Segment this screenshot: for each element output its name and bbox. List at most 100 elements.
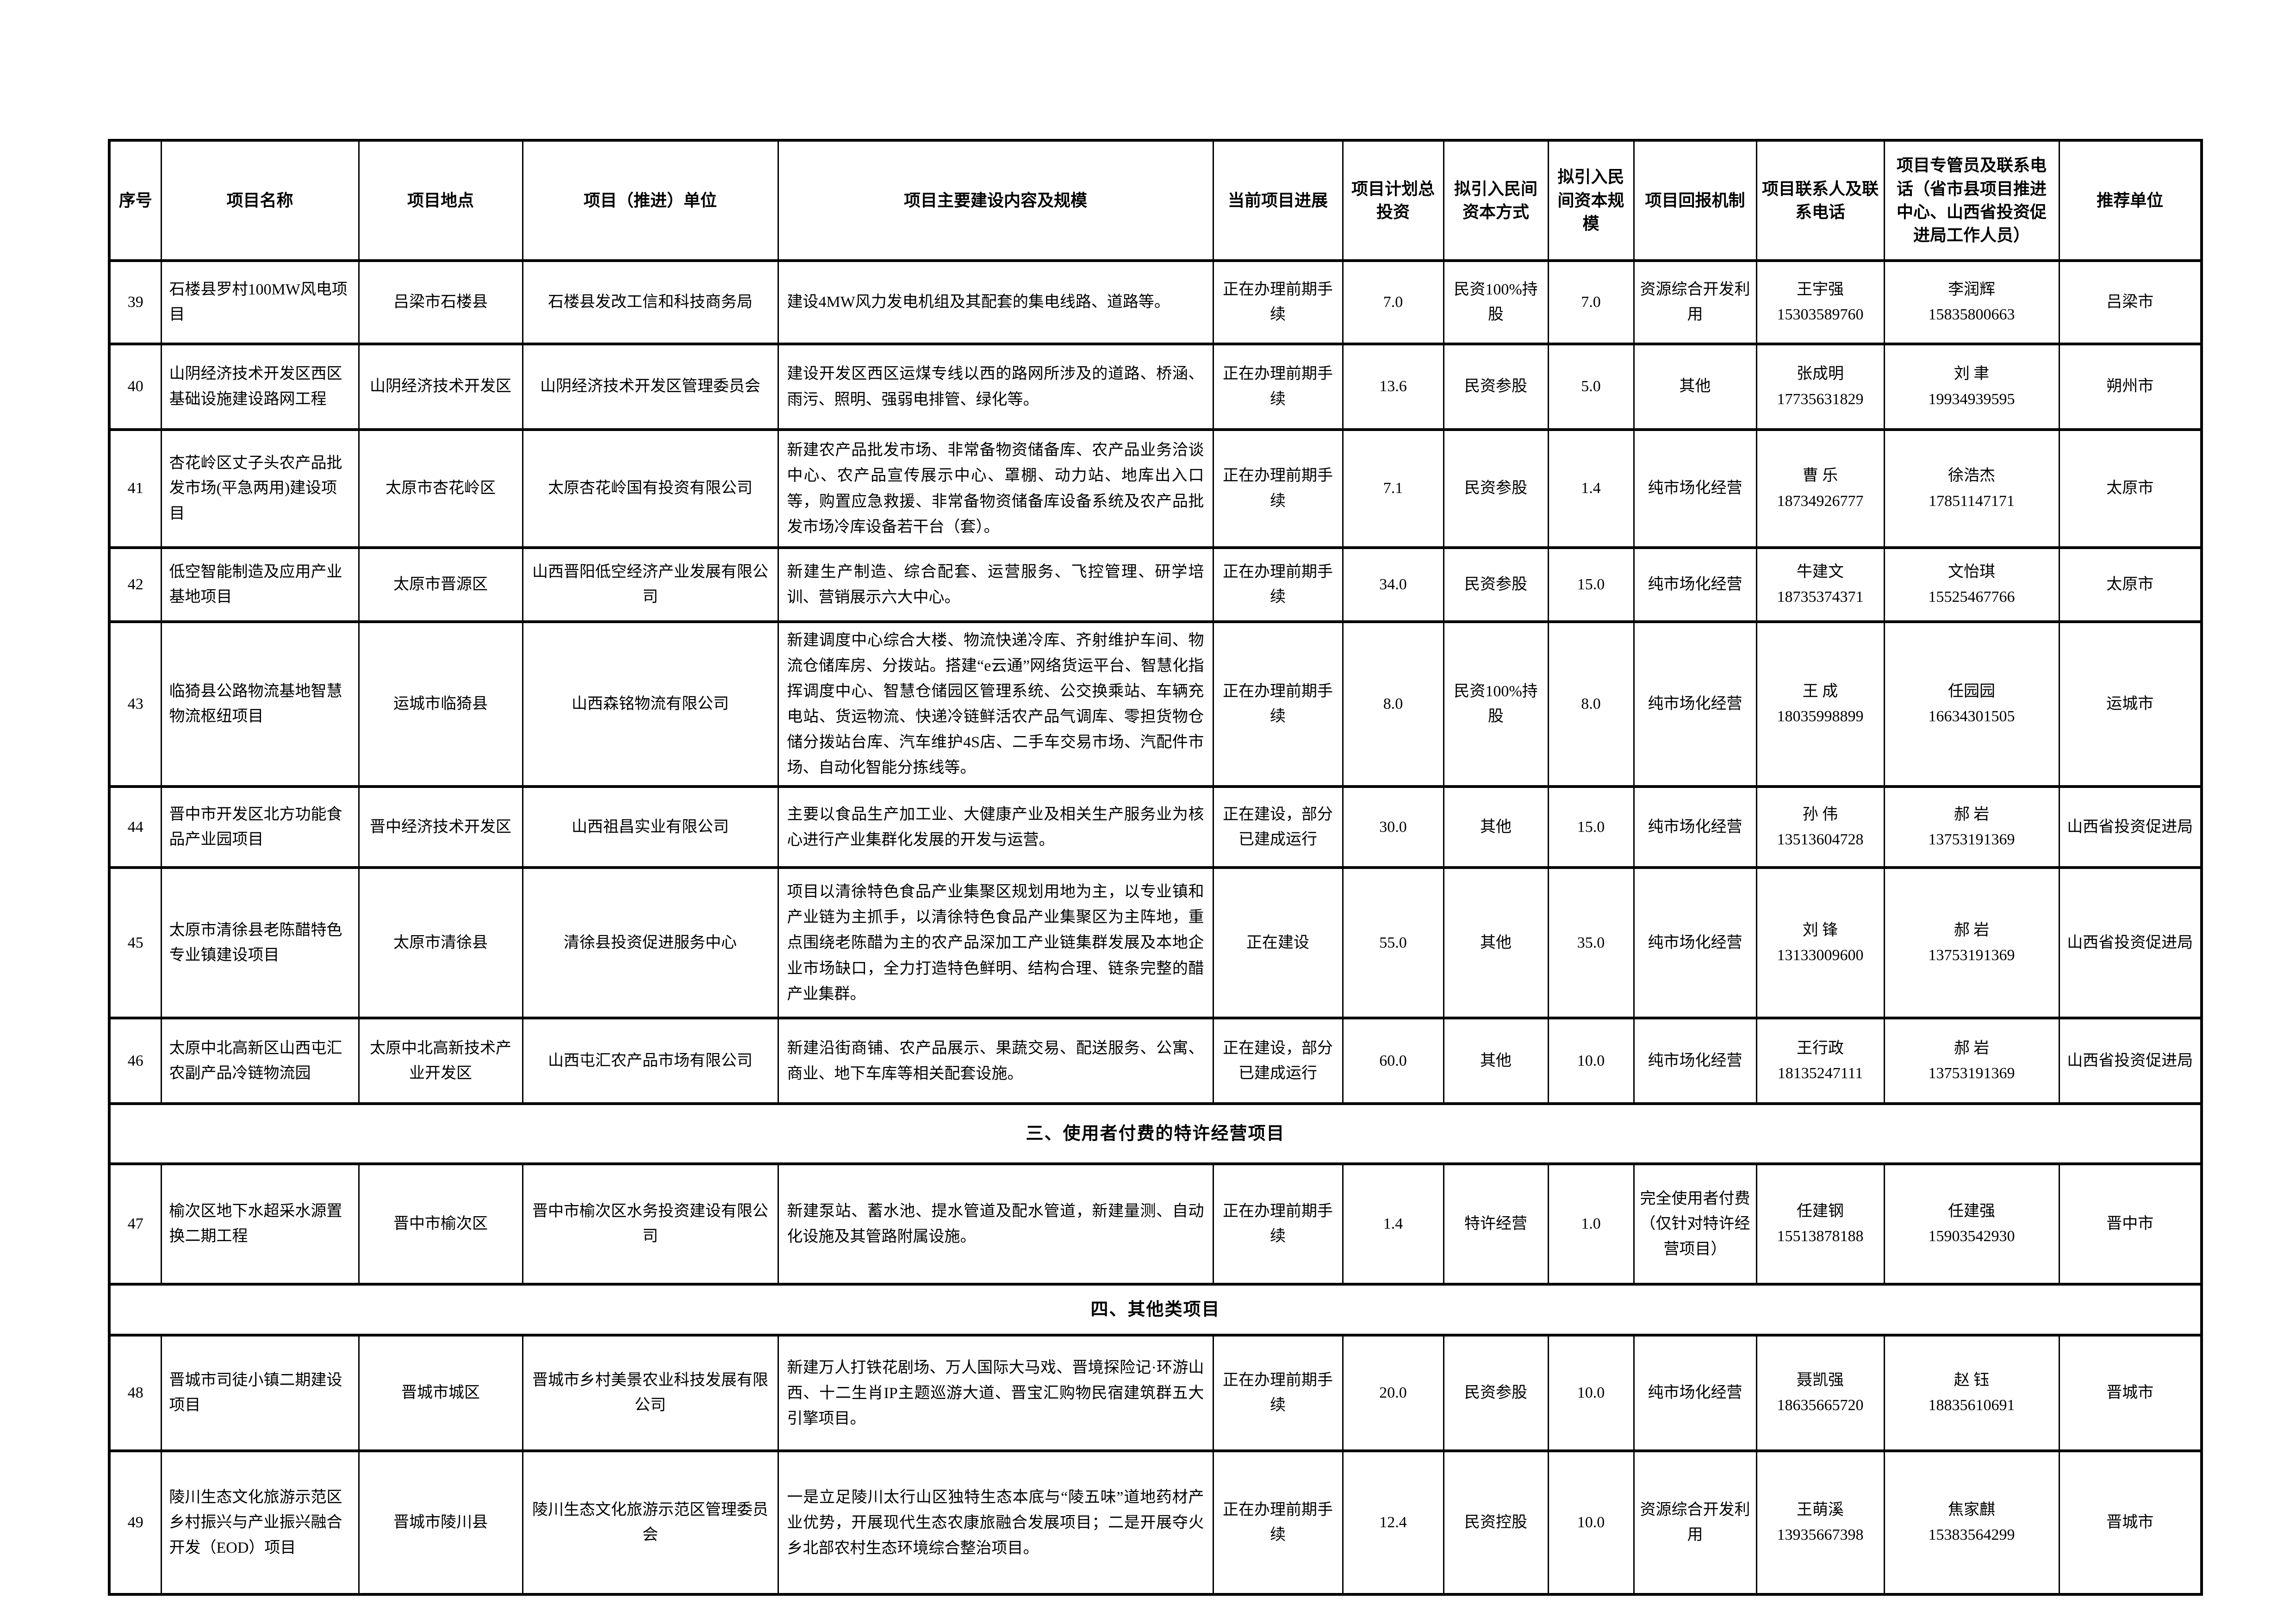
cell-mechanism: 纯市场化经营	[1633, 1017, 1757, 1106]
cell-capital-method: 民资参股	[1443, 428, 1549, 549]
cell-investment: 55.0	[1342, 866, 1444, 1020]
header-row: 序号 项目名称 项目地点 项目（推进）单位 项目主要建设内容及规模 当前项目进展 项目计划总…	[108, 139, 2203, 262]
cell-capital-scale: 10.0	[1547, 1017, 1635, 1106]
contact-name: 王萌溪	[1797, 1501, 1844, 1519]
cell-manager: 刘 聿 19934939595	[1883, 343, 2060, 431]
cell-location: 太原市杏花岭区	[358, 428, 523, 549]
table-row: 42 低空智能制造及应用产业基地项目 太原市晋源区 山西晋阳低空经济产业发展有限公司新…	[108, 546, 2203, 623]
manager-phone: 15903542930	[1928, 1228, 2015, 1245]
cell-capital-scale: 1.0	[1547, 1162, 1635, 1286]
table-row: 44 晋中市开发区北方功能食品产业园项目 晋中经济技术开发区 山西祖昌实业有限公司 主要…	[108, 785, 2203, 869]
cell-no: 39	[108, 259, 162, 345]
cell-contact: 张成明 17735631829	[1755, 343, 1885, 431]
cell-manager: 郝 岩 13753191369	[1883, 1017, 2060, 1106]
manager-name: 郝 岩	[1954, 921, 1990, 939]
manager-phone: 15835800663	[1928, 306, 2015, 323]
header-mechanism: 项目回报机制	[1633, 139, 1757, 262]
cell-contact: 王宇强 15303589760	[1755, 259, 1885, 345]
contact-phone: 13935667398	[1777, 1526, 1864, 1544]
cell-contact: 牛建文 18735374371	[1755, 546, 1885, 623]
cell-project-name: 太原中北高新区山西屯汇农副产品冷链物流园	[160, 1017, 360, 1106]
cell-content-text: 新建泵站、蓄水池、提水管道及配水管道，新建量测、自动化设施及其管路附属设施。	[777, 1162, 1214, 1286]
cell-manager: 焦家麒 15383564299	[1883, 1449, 2060, 1596]
cell-content-text: 项目以清徐特色食品产业集聚区规划用地为主，以专业镇和产业链为主抓手，以清徐特色食…	[777, 866, 1214, 1020]
table-row: 39 石楼县罗村100MW风电项目 吕梁市石楼县 石楼县发改工信和科技商务局 建设4MW…	[108, 259, 2203, 345]
manager-phone: 17851147171	[1929, 492, 2015, 510]
cell-recommender: 运城市	[2058, 620, 2203, 788]
table-row: 48 晋城市司徒小镇二期建设项目 晋城市城区 晋城市乡村美景农业科技发展有限公司 新建万…	[108, 1334, 2203, 1453]
contact-phone: 17735631829	[1777, 390, 1864, 408]
cell-progress: 正在建设	[1212, 866, 1344, 1020]
contact-name: 曹 乐	[1802, 467, 1838, 485]
manager-name: 赵 钰	[1954, 1372, 1990, 1389]
header-investment: 项目计划总投资	[1342, 139, 1444, 262]
contact-name: 孙 伟	[1802, 806, 1838, 823]
table-row: 40 山阴经济技术开发区西区基础设施建设路网工程 山阴经济技术开发区 山阴经济技术开发…	[108, 343, 2203, 431]
cell-recommender: 山西省投资促进局	[2058, 866, 2203, 1020]
cell-capital-method: 民资参股	[1443, 546, 1549, 623]
cell-mechanism: 纯市场化经营	[1633, 546, 1757, 623]
manager-name: 任建强	[1948, 1203, 1995, 1220]
manager-name: 文怡琪	[1948, 563, 1995, 581]
section-title: 三、使用者付费的特许经营项目	[108, 1102, 2203, 1166]
cell-mechanism: 完全使用者付费（仅针对特许经营项目）	[1633, 1162, 1757, 1286]
contact-name: 张成明	[1797, 365, 1844, 383]
cell-unit: 石楼县发改工信和科技商务局	[522, 259, 779, 345]
cell-content-text: 建设4MW风力发电机组及其配套的集电线路、道路等。	[777, 259, 1214, 345]
cell-mechanism: 纯市场化经营	[1633, 428, 1757, 549]
cell-recommender: 吕梁市	[2058, 259, 2203, 345]
header-unit: 项目（推进）单位	[522, 139, 779, 262]
cell-investment: 7.1	[1342, 428, 1444, 549]
cell-capital-method: 其他	[1443, 785, 1549, 869]
table-body: 39 石楼县罗村100MW风电项目 吕梁市石楼县 石楼县发改工信和科技商务局 建设4MW…	[108, 259, 2203, 1596]
cell-mechanism: 纯市场化经营	[1633, 785, 1757, 869]
cell-project-name: 杏花岭区丈子头农产品批发市场(平急两用)建设项目	[160, 428, 360, 549]
cell-mechanism: 纯市场化经营	[1633, 866, 1757, 1020]
cell-no: 49	[108, 1449, 162, 1596]
contact-name: 刘 锋	[1802, 921, 1838, 939]
cell-content-text: 主要以食品生产加工业、大健康产业及相关生产服务业为核心进行产业集群化发展的开发与…	[777, 785, 1214, 869]
header-recommender: 推荐单位	[2058, 139, 2203, 262]
cell-manager: 任建强 15903542930	[1883, 1162, 2060, 1286]
cell-capital-method: 其他	[1443, 1017, 1549, 1106]
header-progress: 当前项目进展	[1212, 139, 1344, 262]
cell-manager: 李润辉 15835800663	[1883, 259, 2060, 345]
cell-capital-scale: 15.0	[1547, 785, 1635, 869]
cell-mechanism: 资源综合开发利用	[1633, 259, 1757, 345]
contact-name: 牛建文	[1797, 563, 1844, 581]
header-capital-scale: 拟引入民间资本规模	[1547, 139, 1635, 262]
cell-recommender: 晋城市	[2058, 1334, 2203, 1453]
cell-recommender: 山西省投资促进局	[2058, 1017, 2203, 1106]
cell-mechanism: 其他	[1633, 343, 1757, 431]
cell-investment: 20.0	[1342, 1334, 1444, 1453]
cell-capital-scale: 1.4	[1547, 428, 1635, 549]
cell-capital-method: 民资100%持股	[1443, 620, 1549, 788]
cell-location: 晋城市城区	[358, 1334, 523, 1453]
cell-project-name: 石楼县罗村100MW风电项目	[160, 259, 360, 345]
cell-manager: 郝 岩 13753191369	[1883, 785, 2060, 869]
cell-capital-method: 民资参股	[1443, 1334, 1549, 1453]
cell-content-text: 新建万人打铁花剧场、万人国际大马戏、晋境探险记·环游山西、十二生肖IP主题巡游大…	[777, 1334, 1214, 1453]
cell-contact: 王行政 18135247111	[1755, 1017, 1885, 1106]
cell-recommender: 太原市	[2058, 546, 2203, 623]
cell-capital-scale: 8.0	[1547, 620, 1635, 788]
cell-progress: 正在办理前期手续	[1212, 428, 1344, 549]
cell-progress: 正在办理前期手续	[1212, 1334, 1344, 1453]
project-table: 序号 项目名称 项目地点 项目（推进）单位 项目主要建设内容及规模 当前项目进展 项目计划总…	[108, 139, 2203, 1596]
cell-unit: 清徐县投资促进服务中心	[522, 866, 779, 1020]
header-project-name: 项目名称	[160, 139, 360, 262]
cell-unit: 山西森铭物流有限公司	[522, 620, 779, 788]
cell-contact: 孙 伟 13513604728	[1755, 785, 1885, 869]
cell-recommender: 晋中市	[2058, 1162, 2203, 1286]
contact-phone: 18035998899	[1777, 708, 1864, 725]
cell-unit: 山西祖昌实业有限公司	[522, 785, 779, 869]
cell-location: 太原中北高新技术产业开发区	[358, 1017, 523, 1106]
cell-contact: 任建钢 15513878188	[1755, 1162, 1885, 1286]
cell-capital-scale: 7.0	[1547, 259, 1635, 345]
cell-mechanism: 纯市场化经营	[1633, 620, 1757, 788]
manager-phone: 15383564299	[1928, 1526, 2015, 1544]
cell-location: 晋中市榆次区	[358, 1162, 523, 1286]
cell-content-text: 新建农产品批发市场、非常备物资储备库、农产品业务洽谈中心、农产品宣传展示中心、罩…	[777, 428, 1214, 549]
cell-manager: 赵 钰 18835610691	[1883, 1334, 2060, 1453]
